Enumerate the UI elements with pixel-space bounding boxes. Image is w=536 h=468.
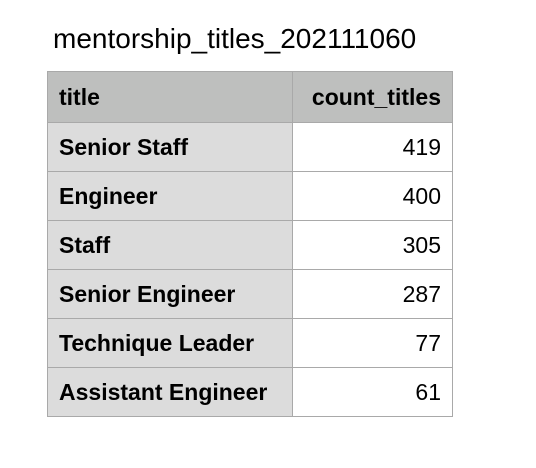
table-row: Assistant Engineer 61 [47,367,453,417]
count-cell: 400 [292,171,453,221]
data-table: title count_titles Senior Staff 419 Engi… [47,71,453,417]
count-cell: 419 [292,122,453,172]
title-cell: Technique Leader [47,318,293,368]
title-cell: Senior Staff [47,122,293,172]
column-header-count-titles: count_titles [292,71,453,123]
title-cell: Staff [47,220,293,270]
title-cell: Senior Engineer [47,269,293,319]
table-row: Staff 305 [47,220,453,270]
table-row: Technique Leader 77 [47,318,453,368]
table-row: Engineer 400 [47,171,453,221]
header-row: title count_titles [47,71,453,123]
sheet-title: mentorship_titles_202111060 [53,23,417,54]
table-row: Senior Engineer 287 [47,269,453,319]
count-cell: 61 [292,367,453,417]
count-cell: 305 [292,220,453,270]
count-cell: 287 [292,269,453,319]
title-cell: Assistant Engineer [47,367,293,417]
table-row: Senior Staff 419 [47,122,453,172]
count-cell: 77 [292,318,453,368]
column-header-title: title [47,71,293,123]
title-cell: Engineer [47,171,293,221]
